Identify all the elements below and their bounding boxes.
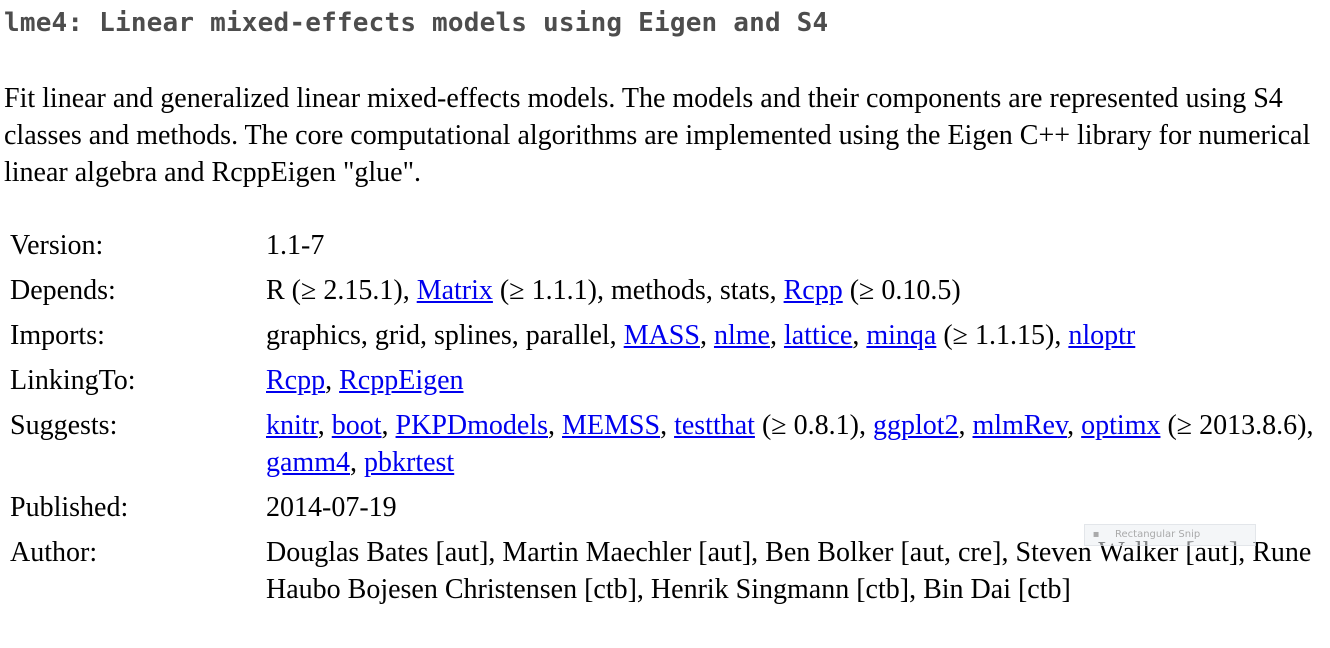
- depends-text: R (≥ 2.15.1),: [266, 275, 417, 306]
- link-rcpp[interactable]: Rcpp: [783, 275, 843, 306]
- imports-value: graphics, grid, splines, parallel, MASS,…: [266, 317, 1320, 362]
- link-boot[interactable]: boot: [331, 410, 382, 441]
- link-knitr[interactable]: knitr: [266, 410, 318, 441]
- imports-text: graphics, grid, splines, parallel,: [266, 320, 624, 351]
- version-value: 1.1-7: [266, 230, 325, 261]
- package-description: Fit linear and generalized linear mixed-…: [4, 83, 1311, 188]
- separator: ,: [699, 320, 714, 351]
- separator: ,: [350, 447, 364, 478]
- suggests-label: Suggests:: [10, 410, 118, 441]
- link-pkpdmodels[interactable]: PKPDmodels: [395, 410, 549, 441]
- separator: ,: [1067, 410, 1082, 441]
- separator: ,: [769, 320, 784, 351]
- depends-text: (≥ 1.1.1), methods, stats,: [492, 275, 784, 306]
- separator: ,: [852, 320, 867, 351]
- suggests-text: (≥ 0.8.1),: [754, 410, 873, 441]
- imports-label: Imports:: [10, 320, 105, 351]
- linkingto-label: LinkingTo:: [10, 365, 136, 396]
- depends-value: R (≥ 2.15.1), Matrix (≥ 1.1.1), methods,…: [266, 272, 1320, 317]
- published-label: Published:: [10, 492, 129, 523]
- depends-text: (≥ 0.10.5): [842, 275, 961, 306]
- link-mass[interactable]: MASS: [623, 320, 700, 351]
- suggests-value: knitr, boot, PKPDmodels, MEMSS, testthat…: [266, 407, 1320, 489]
- linkingto-value: Rcpp, RcppEigen: [266, 362, 1320, 407]
- metadata-row-suggests: Suggests: knitr, boot, PKPDmodels, MEMSS…: [4, 407, 1320, 489]
- link-testthat[interactable]: testthat: [674, 410, 755, 441]
- link-rcpp[interactable]: Rcpp: [266, 365, 326, 396]
- link-matrix[interactable]: Matrix: [416, 275, 493, 306]
- link-ggplot2[interactable]: ggplot2: [872, 410, 959, 441]
- metadata-row-published: Published: 2014-07-19: [4, 489, 1320, 534]
- separator: ,: [548, 410, 563, 441]
- metadata-row-author: Author: Douglas Bates [aut], Martin Maec…: [4, 534, 1320, 616]
- suggests-text: (≥ 2013.8.6),: [1160, 410, 1314, 441]
- snip-icon: ▪: [1092, 529, 1100, 540]
- separator: ,: [381, 410, 396, 441]
- version-label: Version:: [10, 230, 104, 261]
- snip-label: Rectangular Snip: [1115, 529, 1201, 540]
- published-value: 2014-07-19: [266, 492, 397, 523]
- link-mlmrev[interactable]: mlmRev: [972, 410, 1068, 441]
- package-metadata-table: Version: 1.1-7 Depends: R (≥ 2.15.1), Ma…: [4, 227, 1320, 616]
- imports-text: (≥ 1.1.15),: [936, 320, 1069, 351]
- metadata-row-version: Version: 1.1-7: [4, 227, 1320, 272]
- author-label: Author:: [10, 537, 98, 568]
- link-optimx[interactable]: optimx: [1081, 410, 1161, 441]
- metadata-row-linkingto: LinkingTo: Rcpp, RcppEigen: [4, 362, 1320, 407]
- metadata-row-depends: Depends: R (≥ 2.15.1), Matrix (≥ 1.1.1),…: [4, 272, 1320, 317]
- separator: ,: [660, 410, 675, 441]
- link-pbkrtest[interactable]: pbkrtest: [364, 447, 455, 478]
- link-minqa[interactable]: minqa: [866, 320, 937, 351]
- link-rcppeigen[interactable]: RcppEigen: [339, 365, 464, 396]
- link-gamm4[interactable]: gamm4: [266, 447, 350, 478]
- author-value: Douglas Bates [aut], Martin Maechler [au…: [266, 537, 1312, 605]
- separator: ,: [958, 410, 973, 441]
- link-nlme[interactable]: nlme: [713, 320, 770, 351]
- page-title: lme4: Linear mixed-effects models using …: [4, 8, 829, 38]
- link-memss[interactable]: MEMSS: [562, 410, 661, 441]
- link-nloptr[interactable]: nloptr: [1068, 320, 1136, 351]
- depends-label: Depends:: [10, 275, 116, 306]
- separator: ,: [317, 410, 332, 441]
- link-lattice[interactable]: lattice: [783, 320, 853, 351]
- separator: ,: [325, 365, 340, 396]
- rectangular-snip-overlay[interactable]: ▪ Rectangular Snip: [1084, 524, 1256, 546]
- metadata-row-imports: Imports: graphics, grid, splines, parall…: [4, 317, 1320, 362]
